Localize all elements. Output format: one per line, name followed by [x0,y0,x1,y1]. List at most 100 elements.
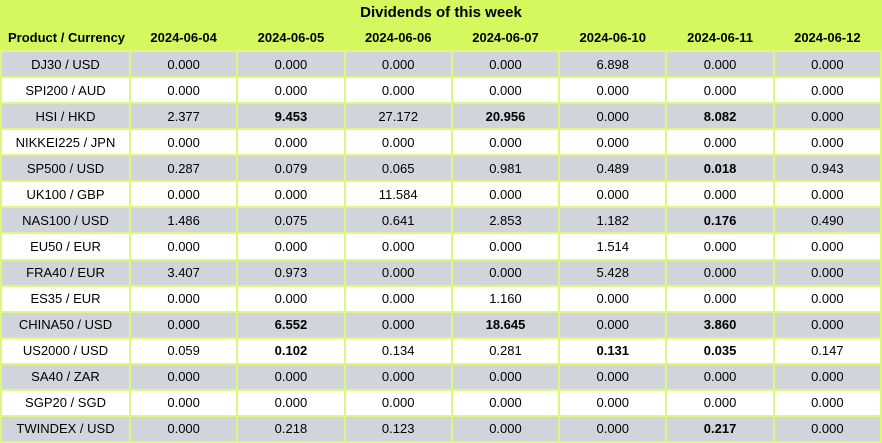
dividend-value-cell: 0.000 [772,180,882,209]
table-row: UK100 / GBP 0.000 0.000 11.584 0.000 0.000 0.0… [0,180,882,209]
dividend-value-cell: 0.000 [128,232,239,261]
product-cell: SGP20 / SGD [0,388,131,417]
dividend-value-cell: 0.000 [343,76,453,105]
dividend-value-cell: 0.000 [772,310,882,339]
dividend-value-cell: 0.102 [236,336,346,365]
product-cell: CHINA50 / USD [0,310,131,339]
table-title: Dividends of this week [1,0,881,24]
dividend-value-cell: 0.489 [558,154,668,183]
column-header-date-4: 2024-06-07 [451,24,560,51]
column-header-date-3: 2024-06-06 [344,24,452,51]
dividend-value-cell: 0.281 [450,336,561,365]
dividend-value-cell: 0.217 [665,414,775,443]
dividend-value-cell: 0.000 [558,76,668,105]
product-cell: ES35 / EUR [0,284,131,313]
dividend-value-cell: 0.000 [128,180,239,209]
product-cell: US2000 / USD [0,336,131,365]
product-cell: NIKKEI225 / JPN [0,128,131,157]
dividend-value-cell: 0.000 [343,310,453,339]
dividend-value-cell: 0.000 [236,49,346,79]
table-row: CHINA50 / USD 0.000 6.552 0.000 18.645 0.000 3… [0,310,882,339]
dividend-value-cell: 0.000 [772,232,882,261]
dividend-value-cell: 18.645 [450,310,561,339]
dividend-value-cell: 0.065 [343,154,453,183]
product-cell: FRA40 / EUR [0,258,131,287]
dividend-value-cell: 0.000 [343,362,453,391]
dividend-value-cell: 0.218 [236,414,346,443]
dividend-value-cell: 0.079 [236,154,346,183]
dividend-value-cell: 0.000 [772,49,882,79]
dividend-value-cell: 0.000 [450,414,561,443]
dividend-value-cell: 0.000 [665,76,775,105]
dividend-value-cell: 0.000 [665,284,775,313]
dividend-value-cell: 0.000 [558,388,668,417]
dividend-value-cell: 0.018 [665,154,775,183]
dividend-value-cell: 6.898 [558,49,668,79]
dividend-value-cell: 0.000 [558,102,668,131]
dividend-value-cell: 8.082 [665,102,775,131]
dividend-value-cell: 0.000 [450,76,561,105]
column-header-row: Product / Currency 2024-06-04 2024-06-05… [1,24,881,51]
dividend-value-cell: 1.160 [450,284,561,313]
dividend-value-cell: 3.860 [665,310,775,339]
table-row: SGP20 / SGD 0.000 0.000 0.000 0.000 0.000 0.00… [0,388,882,417]
dividend-value-cell: 27.172 [343,102,453,131]
dividend-value-cell: 0.000 [343,258,453,287]
dividend-value-cell: 0.000 [558,414,668,443]
dividend-value-cell: 0.000 [772,258,882,287]
dividend-value-cell: 0.000 [128,49,239,79]
dividend-value-cell: 0.000 [343,128,453,157]
product-cell: SPI200 / AUD [0,76,131,105]
dividend-value-cell: 0.000 [343,284,453,313]
dividend-value-cell: 0.000 [772,362,882,391]
dividend-value-cell: 0.000 [772,128,882,157]
dividend-value-cell: 0.490 [772,206,882,235]
dividend-value-cell: 0.000 [128,362,239,391]
dividend-value-cell: 0.981 [450,154,561,183]
column-header-date-7: 2024-06-12 [773,24,881,51]
product-cell: UK100 / GBP [0,180,131,209]
product-cell: EU50 / EUR [0,232,131,261]
table-row: SPI200 / AUD 0.000 0.000 0.000 0.000 0.000 0.0… [0,76,882,105]
product-cell: NAS100 / USD [0,206,131,235]
dividend-value-cell: 0.000 [236,284,346,313]
table-row: NAS100 / USD 1.486 0.075 0.641 2.853 1.182 0.1… [0,206,882,235]
title-row: Dividends of this week [1,0,881,24]
dividend-value-cell: 11.584 [343,180,453,209]
dividend-value-cell: 0.075 [236,206,346,235]
dividend-value-cell: 0.000 [236,232,346,261]
dividend-value-cell: 0.000 [343,232,453,261]
table-row: HSI / HKD 2.377 9.453 27.172 20.956 0.000 8.08… [0,102,882,131]
dividend-value-cell: 0.000 [558,362,668,391]
dividend-value-cell: 0.000 [450,49,561,79]
table-row: NIKKEI225 / JPN 0.000 0.000 0.000 0.000 0.000… [0,128,882,157]
dividend-value-cell: 0.000 [665,49,775,79]
dividend-value-cell: 0.287 [128,154,239,183]
product-cell: DJ30 / USD [0,49,131,79]
column-header-date-5: 2024-06-10 [559,24,667,51]
dividend-value-cell: 0.000 [128,128,239,157]
dividend-value-cell: 0.000 [665,232,775,261]
table-row: ES35 / EUR 0.000 0.000 0.000 1.160 0.000 0.000… [0,284,882,313]
dividend-value-cell: 1.182 [558,206,668,235]
dividend-value-cell: 1.486 [128,206,239,235]
dividend-value-cell: 0.123 [343,414,453,443]
dividend-value-cell: 0.000 [558,180,668,209]
dividend-value-cell: 6.552 [236,310,346,339]
table-body: DJ30 / USD 0.000 0.000 0.000 0.000 6.898 0.000… [0,49,882,443]
dividend-value-cell: 0.000 [665,362,775,391]
table-row: SA40 / ZAR 0.000 0.000 0.000 0.000 0.000 0.000… [0,362,882,391]
dividend-value-cell: 0.134 [343,336,453,365]
dividend-value-cell: 0.000 [128,76,239,105]
dividend-value-cell: 0.000 [128,414,239,443]
product-cell: HSI / HKD [0,102,131,131]
dividend-value-cell: 0.641 [343,206,453,235]
dividend-value-cell: 0.000 [665,388,775,417]
dividend-value-cell: 0.000 [558,284,668,313]
dividend-value-cell: 20.956 [450,102,561,131]
dividend-value-cell: 0.000 [558,310,668,339]
dividend-value-cell: 0.000 [450,258,561,287]
dividend-value-cell: 0.000 [665,180,775,209]
